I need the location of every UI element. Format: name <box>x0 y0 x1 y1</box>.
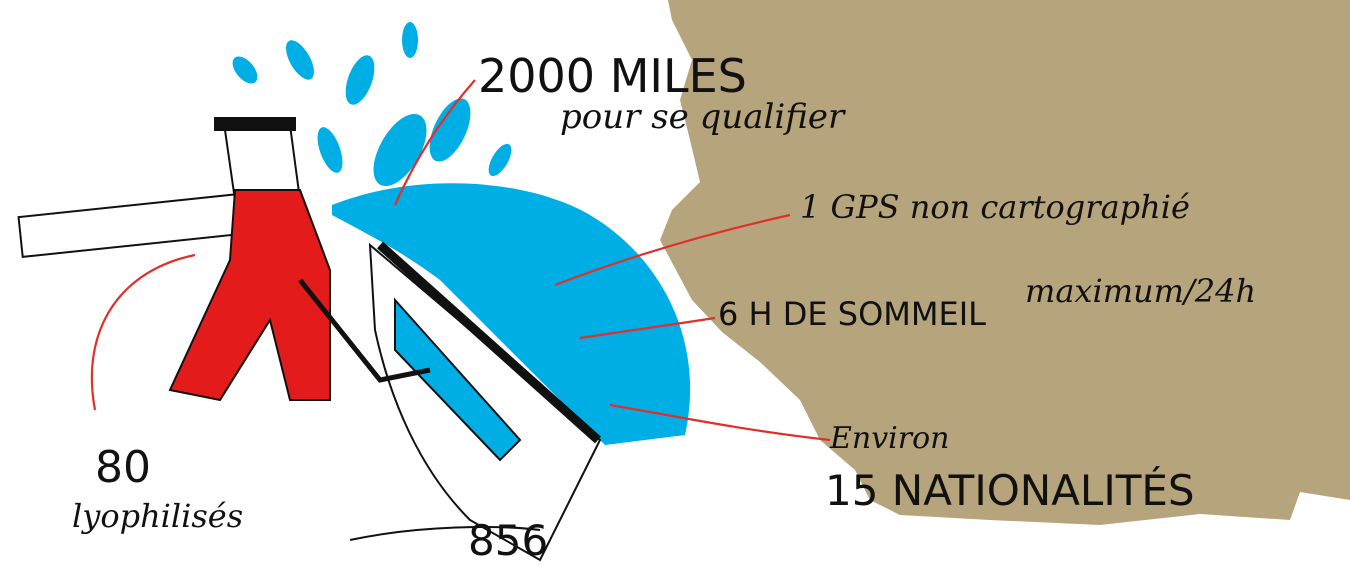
water-drops <box>232 22 512 187</box>
label: pour se qualifier <box>560 97 846 137</box>
label: 2000 MILES <box>478 49 747 103</box>
paper-background <box>660 0 1350 525</box>
label: lyophilisés <box>72 497 243 535</box>
sailor <box>17 117 431 402</box>
label: 6 H DE SOMMEIL <box>718 295 986 333</box>
arrow <box>393 79 476 206</box>
arrow <box>90 253 196 411</box>
label: 1 GPS non cartographié <box>800 188 1190 226</box>
label: Environ <box>829 421 950 456</box>
label: 15 NATIONALITÉS <box>825 465 1195 515</box>
label: 80 <box>95 442 151 493</box>
boat <box>349 241 602 562</box>
label: 856 <box>468 516 548 565</box>
arrow <box>579 316 716 340</box>
wave <box>332 183 691 445</box>
arrow <box>554 213 791 287</box>
label: maximum/24h <box>1025 272 1256 310</box>
arrow <box>609 403 831 442</box>
